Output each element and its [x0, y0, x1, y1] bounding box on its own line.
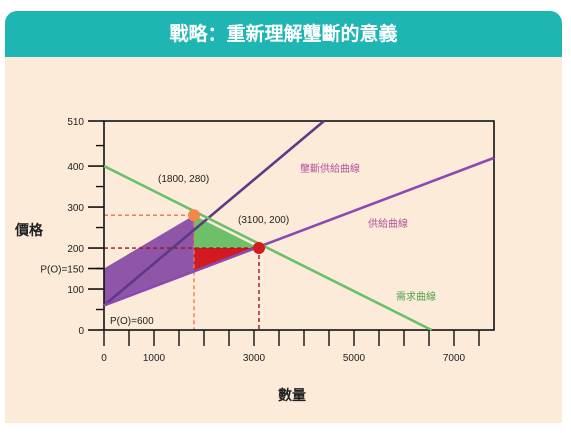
y-tick-label: 0: [78, 326, 84, 337]
point-marker-0: [188, 209, 200, 222]
y-tick-label: 300: [67, 203, 84, 214]
y-tick-label: 200: [67, 244, 84, 255]
chart-panel: [5, 57, 562, 423]
annotation-po-600: P(O)=600: [110, 316, 154, 327]
series-line-1: [103, 156, 495, 307]
x-tick-label: 0: [101, 353, 107, 364]
header-banner: 戰略：重新理解壟斷的意義: [5, 11, 562, 57]
series-label-demand: 需求曲線: [396, 290, 436, 303]
series-line-0: [103, 120, 325, 307]
y-tick-label: P(O)=150: [40, 265, 84, 276]
x-axis-title: 數量: [278, 387, 306, 404]
x-tick-label: 5000: [343, 353, 366, 364]
plot-frame: [103, 120, 495, 331]
series-line-2: [103, 164, 433, 332]
page-title: 戰略：重新理解壟斷的意義: [169, 23, 398, 45]
x-tick-label: 1000: [143, 353, 166, 364]
y-tick-label: 100: [67, 285, 84, 296]
x-tick-label: 7000: [443, 353, 466, 364]
point-label-1800-280: (1800, 280): [158, 174, 209, 185]
x-tick-label: 3000: [243, 353, 266, 364]
series-label-monopoly-supply: 壟斷供給曲線: [300, 162, 360, 175]
point-marker-1: [253, 242, 265, 255]
y-tick-label: 510: [67, 117, 84, 128]
area-green: [194, 215, 259, 249]
point-label-3100-200: (3100, 200): [238, 215, 289, 226]
area-purple-upper: [104, 215, 194, 306]
series-label-supply: 供給曲線: [368, 217, 408, 230]
y-tick-label: 400: [67, 162, 84, 173]
y-axis-title: 價格: [14, 222, 44, 239]
